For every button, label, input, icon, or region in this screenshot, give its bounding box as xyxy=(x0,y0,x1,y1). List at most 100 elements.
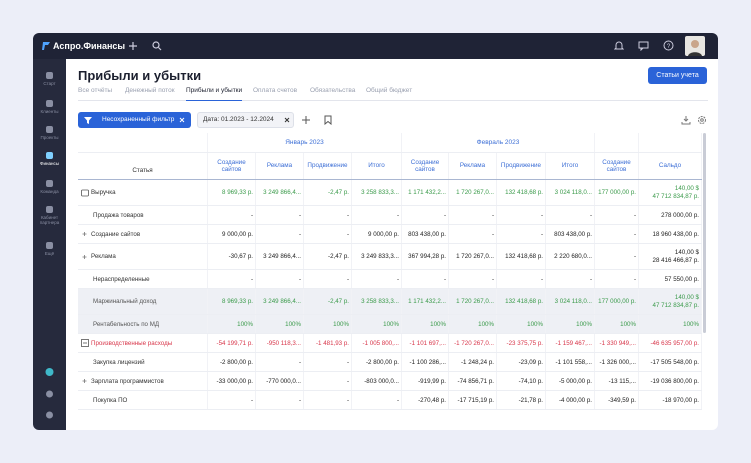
row-icon[interactable] xyxy=(81,253,91,261)
sidebar-bottom-icons xyxy=(45,368,54,419)
saldo-line: 57 550,00 р. xyxy=(664,275,699,283)
filter-chip[interactable]: Несохраненный фильтр xyxy=(78,112,191,128)
cell: - xyxy=(595,244,639,269)
cell: 100% xyxy=(402,315,449,333)
saldo-line: 47 712 834,87 р. xyxy=(652,301,699,309)
cell: 100% xyxy=(497,315,546,333)
row-label-text: Создание сайтов xyxy=(91,230,141,238)
saldo-line: 140,00 $ xyxy=(674,248,699,256)
table-row: Реклама -30,67 р. 3 249 866,4... -2,47 р. 3 … xyxy=(78,244,702,270)
date-chip[interactable]: Дата: 01.2023 - 12.2024 xyxy=(197,112,294,128)
cell: -74 856,71 р. xyxy=(449,372,497,390)
cell: - xyxy=(304,206,352,224)
scrollbar[interactable] xyxy=(703,133,706,333)
cell: - xyxy=(208,391,256,409)
cell: - xyxy=(352,270,402,288)
saldo-cell: 140,00 $47 712 834,87 р. xyxy=(639,289,702,314)
row-icon[interactable] xyxy=(81,377,91,385)
sidebar-item[interactable]: Финансы xyxy=(33,151,66,166)
cell: -13 115,... xyxy=(595,372,639,390)
filter-icon xyxy=(84,117,92,124)
cell: -803 000,0... xyxy=(352,372,402,390)
bookmark-icon[interactable] xyxy=(324,115,332,125)
cell: -2,47 р. xyxy=(304,244,352,269)
tab[interactable]: Все отчёты xyxy=(78,87,113,94)
sidebar-label: Финансы xyxy=(40,161,59,166)
saldo-line: -17 505 548,00 р. xyxy=(650,358,699,366)
cell: -1 100 286,... xyxy=(402,353,449,371)
sidebar-icon xyxy=(46,180,53,187)
tab[interactable]: Денежный поток xyxy=(125,87,175,94)
cell: -21,78 р. xyxy=(497,391,546,409)
table-row: Зарплата программистов -33 000,00 р. -770 … xyxy=(78,372,702,391)
search-icon[interactable] xyxy=(152,41,162,51)
column-header: Продвижение xyxy=(497,153,546,179)
row-icon xyxy=(81,211,93,219)
tab[interactable]: Обязательства xyxy=(310,87,356,94)
add-icon[interactable] xyxy=(128,41,138,51)
cell: -2 800,00 р. xyxy=(352,353,402,371)
cell: 1 720 267,0... xyxy=(449,244,497,269)
sidebar-item[interactable]: Клиенты xyxy=(33,99,66,114)
column-header: Продвижение xyxy=(304,153,352,179)
cell: -919,99 р. xyxy=(402,372,449,390)
bell-icon[interactable] xyxy=(614,41,624,51)
settings-icon[interactable] xyxy=(697,115,707,125)
row-label-text: Маржинальный доход xyxy=(93,298,157,305)
download-icon[interactable] xyxy=(681,116,691,125)
cell: 132 418,68 р. xyxy=(497,180,546,205)
saldo-line: 278 000,00 р. xyxy=(661,211,699,219)
cell: 1 171 432,2... xyxy=(402,289,449,314)
logo[interactable]: Аспро.Финансы xyxy=(53,41,126,51)
help-icon[interactable]: ? xyxy=(663,40,674,51)
cell: -4 000,00 р. xyxy=(546,391,595,409)
sidebar-item[interactable]: Проекты xyxy=(33,125,66,140)
saldo-line: 100% xyxy=(683,320,699,328)
row-icon[interactable] xyxy=(81,230,91,238)
avatar[interactable] xyxy=(685,36,705,56)
svg-text:?: ? xyxy=(667,44,671,50)
tab[interactable]: Оплата счетов xyxy=(253,87,298,94)
cell: 100% xyxy=(352,315,402,333)
sidebar-item[interactable]: Ещё xyxy=(33,241,66,256)
row-icon xyxy=(81,275,93,283)
row-label-text: Реклама xyxy=(91,253,116,260)
close-icon[interactable] xyxy=(179,117,185,123)
cell: - xyxy=(256,225,304,243)
column-header: Статья xyxy=(78,153,208,179)
cell: - xyxy=(449,225,497,243)
row-icon xyxy=(81,320,93,328)
row-label: Зарплата программистов xyxy=(78,372,208,390)
row-icon[interactable] xyxy=(81,189,91,197)
sidebar-item[interactable]: Команда xyxy=(33,179,66,194)
cell: -1 248,24 р. xyxy=(449,353,497,371)
table-row: Нераспределенные - - - - - - - - -57 550,00 р. xyxy=(78,270,702,289)
tab[interactable]: Прибыли и убытки xyxy=(186,87,243,101)
sidebar-label: Команда xyxy=(40,189,59,194)
cell: 100% xyxy=(256,315,304,333)
close-icon[interactable] xyxy=(284,117,290,123)
saldo-cell: 18 960 438,00 р. xyxy=(639,225,702,243)
saldo-line: -46 635 957,00 р. xyxy=(650,339,699,347)
sidebar-label: Ещё xyxy=(44,251,55,256)
cell: 3 258 833,3... xyxy=(352,180,402,205)
sidebar-label: Старт xyxy=(43,81,56,86)
table-row: Покупка ПО - - - - -270,48 р. -17 715,19 р. -21… xyxy=(78,391,702,410)
cell: 367 994,28 р. xyxy=(402,244,449,269)
sidebar-item[interactable]: Кабинет партнера xyxy=(33,205,66,225)
add-filter-icon[interactable] xyxy=(301,115,311,125)
top-bar: Аспро.Финансы ? xyxy=(33,33,718,59)
row-icon[interactable] xyxy=(81,339,91,347)
group-header: Февраль 2023 xyxy=(402,133,595,152)
sidebar-item[interactable]: Старт xyxy=(33,71,66,86)
chat-icon[interactable] xyxy=(638,41,649,51)
cell: -1 330 949,... xyxy=(595,334,639,352)
cell: - xyxy=(304,372,352,390)
tab[interactable]: Общий бюджет xyxy=(366,87,413,94)
row-label-text: Выручка xyxy=(91,189,116,196)
header-cell xyxy=(78,133,208,152)
sidebar-icon xyxy=(46,126,53,133)
row-label-text: Покупка ПО xyxy=(93,396,128,404)
cell: - xyxy=(256,391,304,409)
accounts-button[interactable]: Статьи учета xyxy=(648,67,707,84)
